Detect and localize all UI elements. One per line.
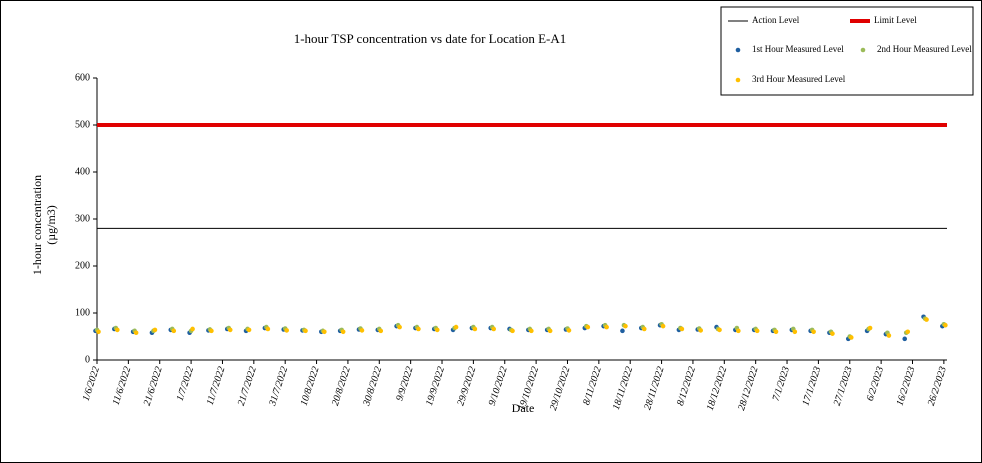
legend-label: 2nd Hour Measured Level [877, 44, 972, 54]
data-point [472, 326, 478, 332]
data-point [152, 327, 158, 333]
data-point [133, 330, 139, 336]
data-point [717, 327, 722, 333]
data-point [623, 323, 628, 329]
data-point [453, 324, 459, 330]
data-point [620, 328, 625, 334]
y-tick-label: 400 [75, 166, 90, 177]
data-point [830, 331, 835, 336]
y-tick-label: 600 [75, 72, 90, 83]
legend [720, 6, 974, 96]
data-point [924, 317, 929, 322]
data-point [397, 324, 402, 330]
data-point [115, 327, 120, 333]
legend-label: Limit Level [874, 15, 917, 25]
data-point [811, 329, 816, 335]
data-point [227, 327, 233, 333]
legend-label: 3rd Hour Measured Level [752, 74, 846, 84]
data-point [491, 326, 497, 332]
data-point [510, 328, 515, 334]
data-point [886, 333, 892, 338]
data-point [679, 326, 685, 332]
data-point [171, 328, 177, 334]
data-point [604, 324, 609, 330]
data-point [660, 323, 666, 329]
legend-label: Action Level [752, 15, 800, 25]
chart-title: 1-hour TSP concentration vs date for Loc… [294, 31, 567, 46]
legend-swatch [860, 47, 866, 53]
data-point [303, 328, 308, 334]
data-point [190, 326, 195, 332]
legend-swatch [735, 47, 741, 53]
data-point [529, 328, 534, 334]
data-point [547, 328, 553, 334]
data-point [96, 329, 101, 335]
y-axis-title-line: (µg/m3) [44, 205, 58, 245]
data-point [902, 336, 908, 342]
data-point [284, 328, 289, 333]
y-axis-title: 1-hour concentration (µg/m3) [30, 175, 58, 275]
data-point [867, 325, 873, 331]
data-point [754, 328, 760, 334]
data-point [736, 328, 741, 334]
data-point [340, 329, 346, 335]
y-tick-label: 300 [75, 213, 90, 224]
data-point [209, 328, 214, 334]
y-tick-label: 100 [75, 307, 90, 318]
data-point [359, 328, 365, 333]
data-point [322, 329, 327, 335]
data-point [566, 328, 572, 333]
y-tick-label: 500 [75, 119, 90, 130]
data-point [848, 335, 854, 340]
data-point [943, 322, 948, 328]
data-point [378, 328, 384, 334]
data-point [265, 326, 271, 332]
y-tick-label: 0 [85, 354, 90, 365]
data-point [585, 324, 591, 330]
data-point [416, 326, 421, 332]
y-axis-title-line: 1-hour concentration [30, 175, 44, 275]
data-point [792, 329, 798, 335]
y-tick-label: 200 [75, 260, 90, 271]
data-point [641, 326, 647, 332]
data-point [434, 327, 440, 333]
legend-swatch [735, 77, 741, 83]
data-point [246, 327, 252, 333]
data-point [773, 329, 779, 335]
data-point [905, 329, 911, 335]
legend-label: 1st Hour Measured Level [752, 44, 844, 54]
x-axis-title: Date [512, 401, 535, 415]
data-point [698, 328, 704, 333]
